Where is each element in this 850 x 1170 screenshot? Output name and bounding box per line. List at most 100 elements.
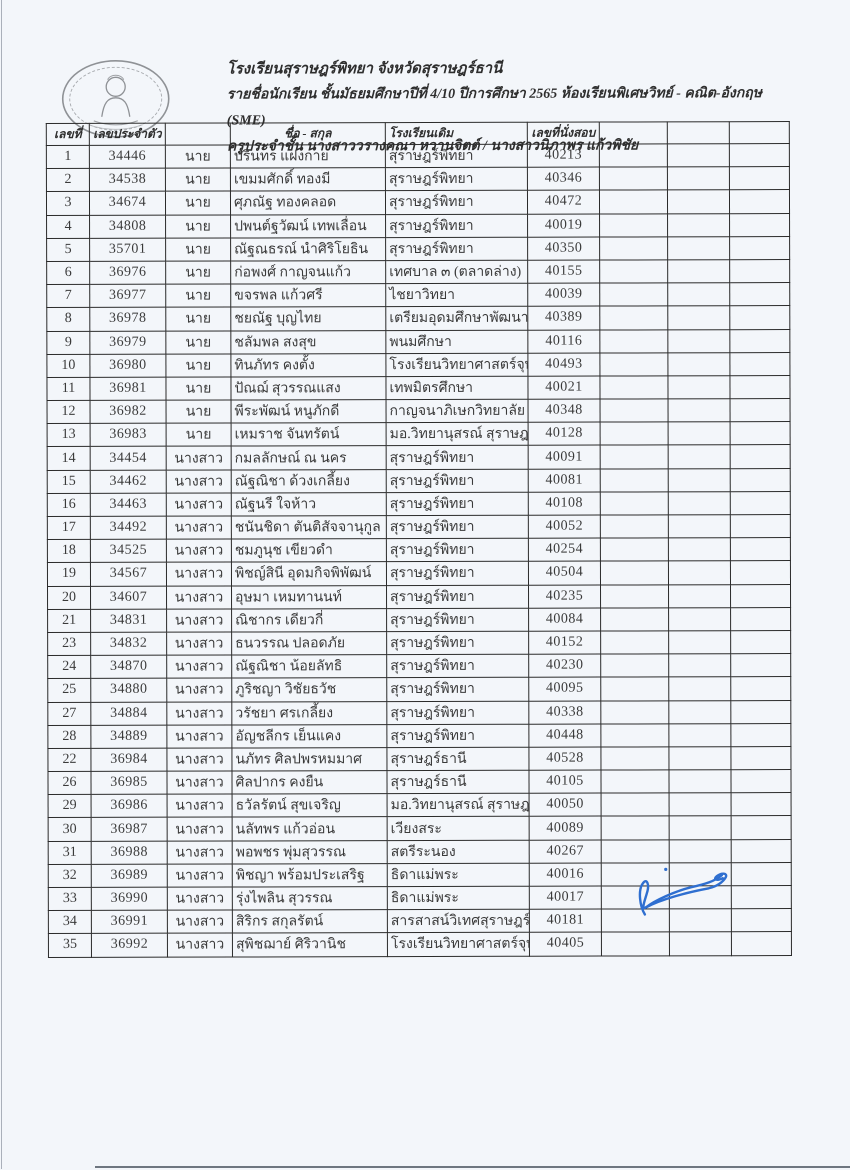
cell-row-number: 10 bbox=[46, 354, 90, 378]
cell-previous-school: สุราษฎร์พิทยา bbox=[386, 654, 529, 678]
cell-exam-seat-number: 40448 bbox=[528, 723, 601, 748]
cell-previous-school: พนมศึกษา bbox=[385, 329, 528, 354]
cell-previous-school: สุราษฎร์พิทยา bbox=[386, 723, 529, 748]
cell-title-prefix: นาย bbox=[166, 400, 232, 424]
cell-student-name: ชมภูนุช เขียวดำ bbox=[231, 538, 387, 563]
cell-blank-3 bbox=[730, 700, 791, 724]
school-emblem-logo bbox=[61, 60, 170, 138]
cell-previous-school: ไชยาวิทยา bbox=[385, 283, 528, 307]
cell-blank-1 bbox=[601, 932, 670, 956]
cell-blank-3 bbox=[730, 514, 791, 538]
cell-blank-2 bbox=[669, 816, 732, 840]
cell-blank-1 bbox=[601, 839, 670, 863]
cell-blank-2 bbox=[668, 468, 731, 492]
cell-row-number: 17 bbox=[47, 516, 91, 540]
cell-student-id: 34831 bbox=[90, 608, 167, 633]
cell-exam-seat-number: 40052 bbox=[528, 515, 601, 539]
cell-student-name: รุ่งไพลิน สุวรรณ bbox=[232, 886, 388, 911]
table-header-row: เลขที่ เลขประจำตัว ชื่อ - สกุล โรงเรียนเ… bbox=[46, 121, 790, 146]
cell-row-number: 14 bbox=[47, 446, 91, 471]
cell-blank-2 bbox=[668, 514, 731, 539]
cell-title-prefix: นางสาว bbox=[166, 492, 232, 517]
cell-blank-3 bbox=[731, 839, 792, 863]
cell-exam-seat-number: 40348 bbox=[528, 399, 601, 423]
cell-student-name: ก่อพงศ์ กาญจนแก้ว bbox=[230, 260, 386, 285]
cell-exam-seat-number: 40389 bbox=[527, 306, 600, 330]
table-row: 1 34446 นาย ปรินทร แฝงกาย สุราษฎร์พิทยา 40213 bbox=[46, 143, 790, 169]
cell-previous-school: สุราษฎร์พิทยา bbox=[386, 538, 529, 562]
cell-blank-1 bbox=[600, 468, 669, 492]
cell-row-number: 29 bbox=[48, 794, 92, 818]
cell-title-prefix: นาย bbox=[165, 307, 231, 331]
table-row: 27 34884 นางสาว วรัชยา ศรเกลี้ยง สุราษฎร์พิท… bbox=[47, 700, 791, 726]
cell-student-name: นลัทพร แก้วอ่อน bbox=[232, 817, 388, 841]
cell-student-id: 34884 bbox=[90, 701, 167, 726]
cell-blank-2 bbox=[668, 677, 731, 701]
cell-row-number: 1 bbox=[46, 145, 90, 169]
cell-blank-2 bbox=[667, 213, 730, 237]
cell-row-number: 19 bbox=[47, 562, 91, 587]
cell-title-prefix: นางสาว bbox=[167, 933, 233, 957]
cell-row-number: 2 bbox=[46, 168, 90, 192]
cell-exam-seat-number: 40021 bbox=[527, 375, 601, 400]
table-row: 31 36988 นางสาว พอพชร พุ่มสุวรรณ สตรีระนอง 40… bbox=[48, 839, 792, 865]
cell-student-name: ณัฐนรี ใจห้าว bbox=[231, 492, 387, 517]
cell-student-id: 34607 bbox=[90, 585, 167, 610]
cell-blank-2 bbox=[668, 561, 731, 585]
table-row: 28 34889 นางสาว อัญชลีกร เย็นแคง สุราษฎร์พิท… bbox=[47, 723, 791, 749]
table-row: 15 34462 นางสาว ณัฐณิชา ด้วงเกลี้ยง สุราษฎร์… bbox=[47, 468, 791, 494]
cell-exam-seat-number: 40350 bbox=[527, 236, 600, 261]
cell-student-id: 36983 bbox=[90, 423, 167, 447]
cell-row-number: 23 bbox=[47, 632, 91, 656]
cell-title-prefix: นางสาว bbox=[166, 631, 232, 656]
cell-blank-3 bbox=[730, 584, 791, 608]
cell-blank-2 bbox=[667, 329, 730, 353]
cell-exam-seat-number: 40405 bbox=[529, 932, 602, 956]
cell-blank-3 bbox=[730, 491, 791, 515]
cell-blank-2 bbox=[668, 491, 731, 515]
cell-row-number: 25 bbox=[47, 678, 91, 702]
school-title: โรงเรียนสุราษฎร์พิทยา จังหวัดสุราษฎร์ธาน… bbox=[226, 60, 503, 78]
table-row: 18 34525 นางสาว ชมภูนุช เขียวดำ สุราษฎร์พิทย… bbox=[47, 537, 791, 563]
cell-blank-1 bbox=[599, 190, 668, 214]
table-row: 34 36991 นางสาว สิริกร สกุลรัตน์ สารสาสน์วิเ… bbox=[48, 908, 792, 934]
cell-blank-1 bbox=[600, 630, 669, 655]
cell-title-prefix: นาย bbox=[165, 260, 231, 285]
cell-blank-3 bbox=[729, 352, 790, 376]
cell-blank-2 bbox=[668, 653, 731, 678]
cell-previous-school: สุราษฎร์พิทยา bbox=[386, 561, 529, 586]
cell-blank-1 bbox=[600, 584, 669, 608]
cell-blank-2 bbox=[667, 236, 730, 260]
cell-student-id: 34870 bbox=[90, 655, 167, 679]
table-row: 30 36987 นางสาว นลัทพร แก้วอ่อน เวียงสระ 4008… bbox=[48, 815, 792, 842]
cell-exam-seat-number: 40155 bbox=[527, 259, 600, 284]
cell-student-name: กมลลักษณ์ ณ นคร bbox=[231, 446, 387, 470]
cell-blank-2 bbox=[668, 769, 732, 794]
col-header-previous-school: โรงเรียนเดิม bbox=[385, 122, 528, 145]
cell-blank-3 bbox=[730, 769, 792, 793]
cell-exam-seat-number: 40081 bbox=[528, 468, 601, 493]
cell-blank-1 bbox=[600, 514, 669, 539]
cell-blank-2 bbox=[669, 885, 732, 910]
cell-blank-1 bbox=[600, 561, 669, 585]
cell-student-name: ชลัมพล สงสุข bbox=[230, 330, 386, 354]
cell-row-number: 5 bbox=[46, 238, 90, 262]
cell-title-prefix: นางสาว bbox=[166, 608, 232, 633]
cell-title-prefix: นางสาว bbox=[167, 887, 233, 911]
cell-student-id: 36987 bbox=[91, 817, 168, 841]
cell-blank-3 bbox=[731, 862, 792, 886]
cell-student-name: นภัทร ศิลปพรหมมาศ bbox=[231, 747, 387, 772]
cell-student-name: สุพิชฌาย์ ศิริวานิช bbox=[232, 932, 388, 957]
student-table-body: 1 34446 นาย ปรินทร แฝงกาย สุราษฎร์พิทยา 40213… bbox=[46, 143, 792, 958]
cell-student-id: 36977 bbox=[89, 284, 166, 308]
cell-student-id: 34538 bbox=[89, 168, 166, 192]
cell-blank-1 bbox=[599, 167, 668, 191]
table-row: 13 36983 นาย เหมราช จันทรัตน์ มอ.วิทยานุสรณ์… bbox=[47, 421, 791, 447]
cell-blank-1 bbox=[600, 607, 669, 631]
cell-row-number: 8 bbox=[46, 307, 90, 331]
cell-previous-school: สุราษฎร์พิทยา bbox=[386, 584, 529, 609]
cell-blank-1 bbox=[600, 422, 669, 446]
table-row: 26 36985 นางสาว ศิลปากร คงยืน สุราษฎร์ธานี 40… bbox=[47, 769, 792, 795]
